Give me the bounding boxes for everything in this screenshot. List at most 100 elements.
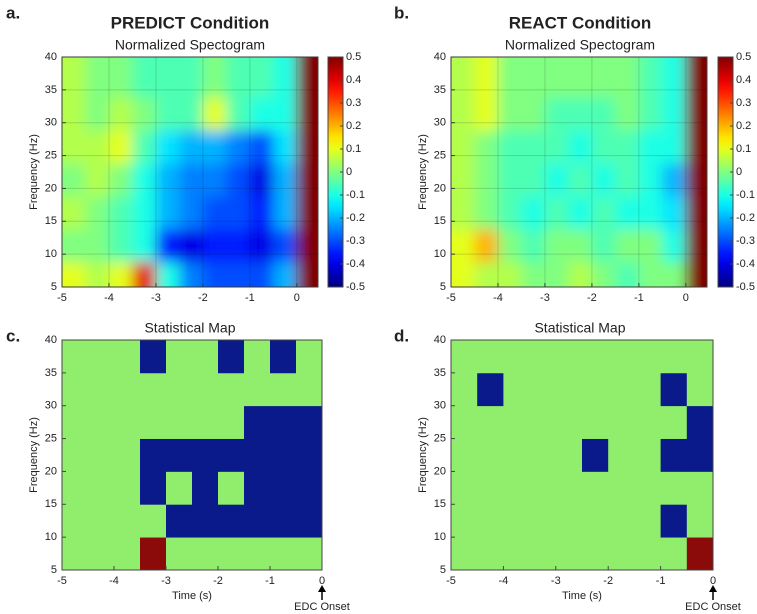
heatmap-cell — [192, 504, 219, 538]
heatmap-cell — [114, 504, 141, 538]
x-tick-label: -2 — [603, 575, 613, 587]
annotation: EDC Onset — [685, 601, 741, 613]
heatmap-cell — [62, 405, 89, 439]
heatmap-cell — [270, 340, 297, 374]
heatmap-cell — [529, 471, 557, 505]
heatmap-cell — [529, 405, 557, 439]
x-tick-label: -4 — [499, 575, 509, 587]
heatmap-cell — [477, 537, 504, 570]
heatmap-cell — [582, 372, 609, 407]
heatmap-cell — [62, 471, 89, 505]
y-tick-label: 15 — [45, 498, 57, 510]
heatmap-cell — [296, 89, 318, 131]
y-tick-label: 20 — [45, 465, 57, 477]
heatmap-cell — [244, 438, 271, 472]
y-axis-label: Frequency (Hz) — [417, 134, 429, 210]
heatmap-cell — [477, 504, 504, 538]
heatmap-cell — [88, 405, 115, 439]
heatmap-cell — [608, 405, 635, 439]
colorbar-tick-label: 0.5 — [346, 51, 361, 63]
heatmap-cell — [634, 504, 661, 538]
heatmap-cell — [218, 340, 245, 374]
heatmap-cell — [270, 372, 297, 407]
heatmap-cell — [140, 471, 167, 505]
heatmap-cell — [296, 221, 318, 263]
x-tick-label: 0 — [294, 292, 300, 304]
heatmap-cell — [218, 537, 245, 570]
heatmap-cell — [503, 340, 530, 374]
heatmap-cell — [192, 340, 219, 374]
y-tick-label: 5 — [440, 564, 446, 576]
heatmap-cell — [192, 438, 219, 472]
x-tick-label: -1 — [656, 575, 666, 587]
heatmap-cell — [218, 471, 245, 505]
heatmap-cell — [270, 537, 297, 570]
y-tick-label: 15 — [45, 215, 57, 227]
y-tick-label: 10 — [434, 248, 446, 260]
y-tick-label: 5 — [51, 564, 57, 576]
colorbar-tick-label: 0.2 — [346, 120, 361, 132]
heatmap-cell — [140, 438, 167, 472]
heatmap-cell — [296, 504, 322, 538]
heatmap-cell — [270, 471, 297, 505]
heatmap-cell — [685, 254, 707, 287]
y-tick-label: 15 — [434, 498, 446, 510]
colorbar-tick-label: 0.3 — [736, 97, 751, 109]
heatmap-cell — [62, 504, 89, 538]
heatmap-cell — [582, 537, 609, 570]
heatmap-cell — [685, 89, 707, 131]
colorbar-tick-label: 0.2 — [736, 120, 751, 132]
heatmap-cell — [140, 372, 167, 407]
heatmap-cell — [555, 372, 583, 407]
heatmap-cell — [503, 504, 530, 538]
heatmap-cell — [634, 537, 661, 570]
heatmap-cell — [608, 471, 635, 505]
y-tick-label: 25 — [45, 149, 57, 161]
colorbar-tick-label: -0.5 — [346, 281, 365, 293]
panel-title: Normalized Spectogram — [505, 37, 655, 53]
panel: d. Statistical Map -5 -4 -3 -2 -1 0 5 10 15 20 25 30 3… — [394, 320, 741, 613]
x-tick-label: -3 — [551, 575, 561, 587]
heatmap-cell — [244, 340, 271, 374]
heatmap-cell — [660, 340, 688, 374]
y-tick-label: 25 — [434, 432, 446, 444]
heatmap-cell — [140, 504, 167, 538]
colorbar-tick-label: -0.5 — [736, 281, 755, 293]
x-tick-label: -4 — [109, 575, 119, 587]
heatmap-cell — [608, 372, 635, 407]
heatmap-cell — [608, 340, 635, 374]
heatmap-cell — [660, 405, 688, 439]
heatmap-cell — [296, 471, 322, 505]
heatmap-cell — [503, 438, 530, 472]
colorbar-tick-label: -0.2 — [346, 212, 365, 224]
heatmap-cell — [166, 471, 193, 505]
x-tick-label: 0 — [319, 575, 325, 587]
heatmap-cell — [555, 537, 583, 570]
heatmap-cell — [686, 405, 713, 439]
colorbar-tick-label: -0.1 — [736, 189, 755, 201]
x-tick-label: -1 — [265, 575, 275, 587]
x-axis-label: Time (s) — [562, 590, 602, 602]
x-tick-label: -3 — [161, 575, 171, 587]
heatmap-cell — [88, 471, 115, 505]
heatmap-cell — [62, 340, 89, 374]
heatmap-cell — [270, 504, 297, 538]
y-tick-label: 10 — [434, 531, 446, 543]
x-tick-label: 0 — [710, 575, 716, 587]
heatmap-cell — [114, 537, 141, 570]
colorbar-tick-label: 0.3 — [346, 97, 361, 109]
y-tick-label: 35 — [45, 367, 57, 379]
heatmap-cell — [686, 537, 713, 570]
heatmap-cell — [686, 504, 713, 538]
heatmap-cell — [192, 471, 219, 505]
heatmap-cell — [660, 438, 688, 472]
heatmap-cell — [503, 405, 530, 439]
plot-frame — [61, 339, 323, 571]
colorbar-tick-label: -0.4 — [346, 258, 365, 270]
heatmap-cell — [296, 438, 322, 472]
heatmap-cell — [218, 372, 245, 407]
plot-frame — [450, 56, 708, 288]
heatmap-cell — [477, 340, 504, 374]
heatmap-cell — [555, 340, 583, 374]
heatmap-cell — [451, 372, 478, 407]
